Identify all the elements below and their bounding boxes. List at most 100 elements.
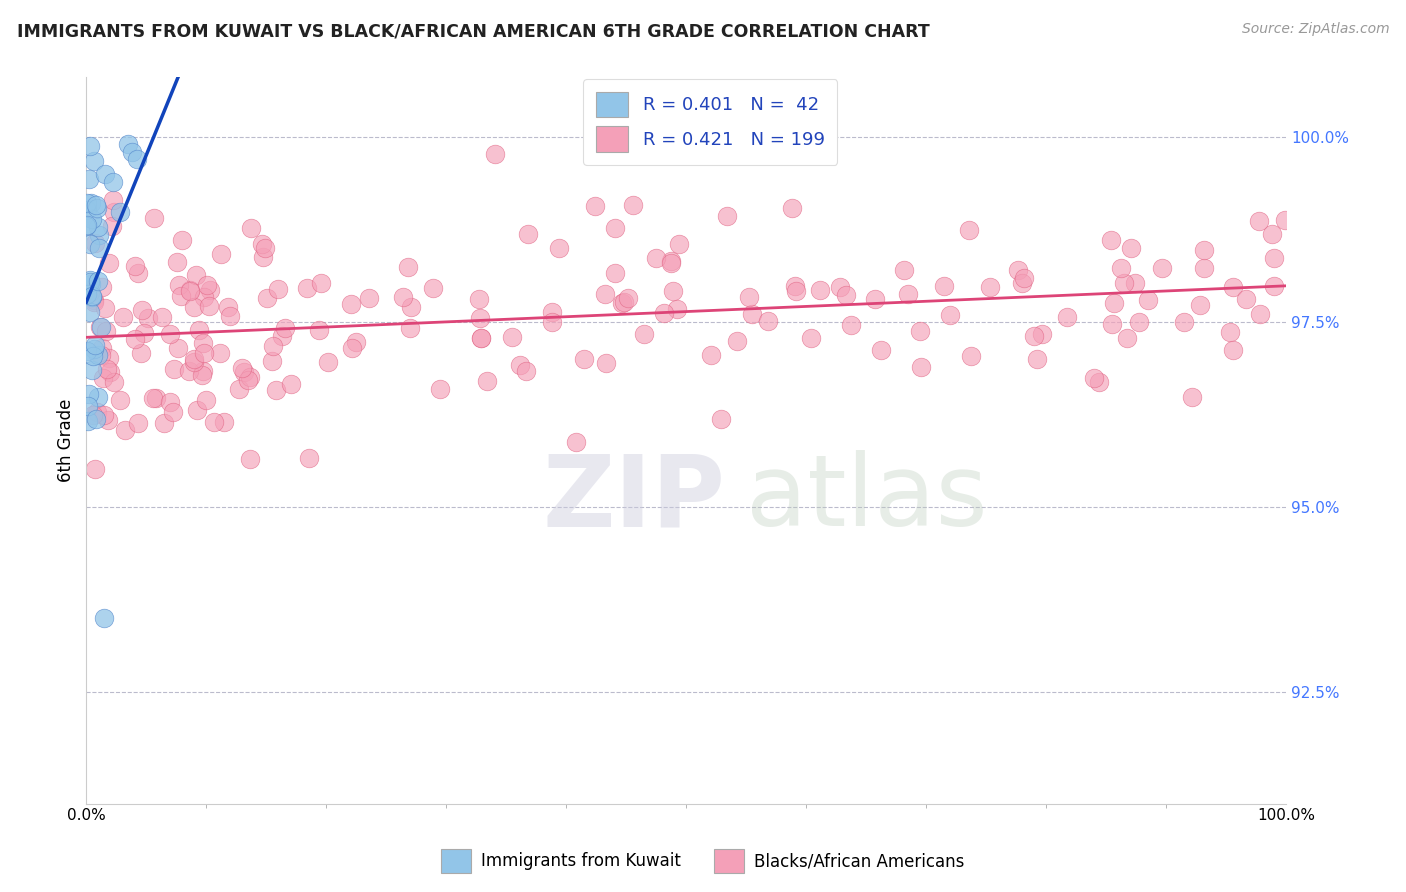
Point [1083,371,1105,385]
Point [610,296,633,310]
Point [1007,262,1029,277]
Point [468,292,491,306]
Point [316,355,339,369]
Point [83,295,105,310]
Point [621,198,644,212]
Point [595,356,617,370]
Point [86,201,108,215]
Point [82,408,104,422]
Point [77,387,100,401]
Point [1249,307,1271,321]
Point [710,412,733,426]
Point [79,275,101,289]
Point [785,284,807,298]
Point [179,364,201,378]
Point [828,280,851,294]
Point [159,394,181,409]
Point [515,364,537,378]
Point [1088,375,1111,389]
Point [77,172,100,186]
Point [1031,327,1053,342]
Point [167,341,190,355]
Point [190,368,212,383]
Point [193,346,215,360]
Point [1011,276,1033,290]
Point [659,253,682,268]
Point [166,255,188,269]
Point [1222,280,1244,294]
Point [143,211,166,225]
Point [267,282,290,296]
Point [80,362,103,376]
Point [1219,325,1241,339]
Point [239,220,262,235]
Text: IMMIGRANTS FROM KUWAIT VS BLACK/AFRICAN AMERICAN 6TH GRADE CORRELATION CHART: IMMIGRANTS FROM KUWAIT VS BLACK/AFRICAN … [17,22,929,40]
Point [83,338,105,352]
Point [191,363,214,377]
Point [87,220,110,235]
Point [76,196,98,211]
Point [195,392,218,407]
Point [80,277,103,291]
Point [800,331,823,345]
Point [593,286,616,301]
Point [959,349,981,363]
Point [179,283,201,297]
Point [228,382,250,396]
Point [75,219,97,233]
Point [1056,310,1078,324]
Point [738,290,761,304]
Point [103,205,125,219]
Point [90,348,112,362]
Point [84,198,107,212]
Point [83,153,105,168]
Point [183,355,205,369]
Point [1247,214,1270,228]
Point [280,376,302,391]
Point [1173,315,1195,329]
Point [654,306,676,320]
Point [195,278,218,293]
Point [470,331,492,345]
Point [1263,251,1285,265]
Point [501,330,523,344]
Point [77,413,100,427]
Point [90,319,112,334]
Point [979,279,1001,293]
Point [87,348,110,362]
Point [1189,298,1212,312]
Point [136,311,159,326]
Point [1192,261,1215,276]
Point [170,233,193,247]
Point [1026,351,1049,366]
Point [1123,276,1146,290]
Point [100,219,122,233]
Point [605,220,627,235]
Point [197,299,219,313]
Point [359,291,381,305]
Point [1116,331,1139,345]
Point [187,323,209,337]
Point [603,266,626,280]
Point [1263,279,1285,293]
Point [252,250,274,264]
Point [1101,317,1123,331]
Point [668,237,690,252]
Point [114,423,136,437]
Point [893,263,915,277]
Point [121,145,143,159]
Point [76,203,98,218]
Point [127,266,149,280]
Point [100,365,122,379]
Point [83,293,105,307]
Point [897,287,920,301]
Point [76,343,98,358]
Point [186,403,208,417]
Point [1102,295,1125,310]
Point [101,193,124,207]
Point [219,309,242,323]
Point [700,348,723,362]
Point [79,236,101,251]
Point [665,302,688,317]
Point [583,199,606,213]
